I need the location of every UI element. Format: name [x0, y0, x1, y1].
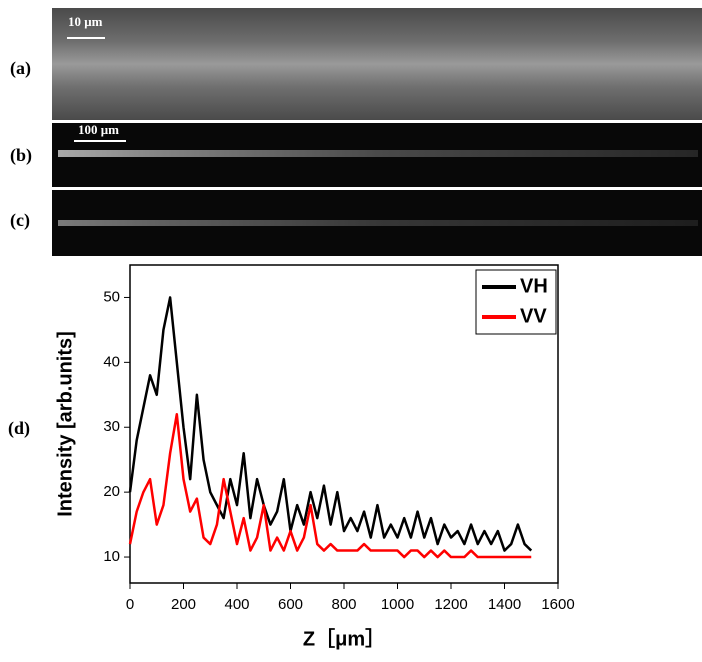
x-tick-label: 1600: [541, 596, 574, 613]
x-tick-label: 0: [126, 596, 134, 613]
y-tick-label: 10: [103, 548, 120, 565]
panel-label: (c): [10, 210, 30, 231]
x-axis-label: Z［μm］: [303, 626, 385, 650]
image-a: [52, 8, 702, 120]
data-line: [128, 296, 533, 552]
image-b-streak: [58, 150, 698, 157]
x-tick-label: 1400: [488, 596, 521, 613]
x-tick-label: 1000: [381, 596, 414, 613]
y-tick-label: 40: [103, 353, 120, 370]
panel-label: (a): [10, 58, 31, 79]
x-tick-label: 1200: [434, 596, 467, 613]
legend-label: VH: [520, 275, 548, 297]
legend-box: [475, 269, 557, 335]
scale-label: 100 μm: [78, 122, 119, 137]
y-tick-label: 20: [103, 483, 120, 500]
panel-label: (b): [10, 145, 32, 166]
y-tick-label: 50: [103, 288, 120, 305]
legend-label: VV: [520, 305, 547, 327]
x-tick-label: 200: [171, 596, 196, 613]
data-line: [128, 413, 532, 559]
x-tick-label: 800: [331, 596, 356, 613]
y-tick-label: 30: [103, 418, 120, 435]
scale-label: 10 μm: [68, 14, 103, 29]
x-tick-label: 600: [278, 596, 303, 613]
x-tick-label: 400: [224, 596, 249, 613]
y-axis-label: Intensity [arb.units]: [54, 331, 76, 517]
image-c-streak: [58, 220, 698, 226]
panel-label: (d): [8, 418, 30, 439]
